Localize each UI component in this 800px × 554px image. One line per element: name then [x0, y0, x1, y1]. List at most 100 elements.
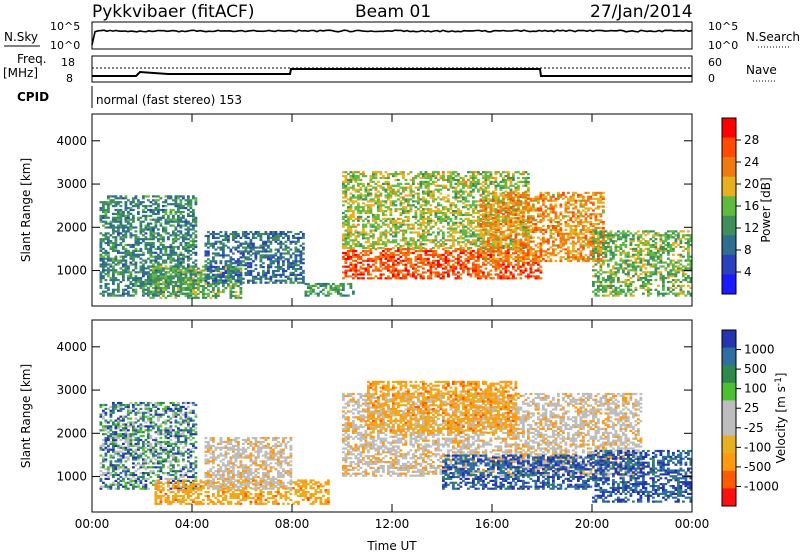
power-cell [472, 176, 475, 180]
power-cell [122, 292, 125, 295]
power-cell [209, 271, 213, 274]
power-cell [362, 259, 365, 262]
power-cell [494, 244, 498, 247]
power-cell [162, 240, 165, 243]
freq-tick-high: 18 [61, 56, 75, 69]
power-cell [487, 221, 490, 224]
power-cell [157, 281, 160, 284]
power-cell [397, 208, 400, 211]
power-cell [404, 229, 408, 232]
power-cell [364, 223, 368, 226]
power-cell [349, 192, 353, 195]
power-cell [144, 195, 148, 198]
power-cell [222, 271, 225, 274]
power-cell [389, 255, 393, 258]
power-cell [102, 216, 105, 219]
power-cell [134, 288, 138, 291]
power-cell [459, 188, 463, 191]
power-cell [427, 184, 430, 187]
power-cell [152, 228, 155, 231]
power-cell [259, 238, 263, 241]
power-cell [462, 271, 465, 274]
power-cell [177, 259, 180, 262]
power-cell [524, 205, 528, 208]
power-cell [142, 201, 145, 204]
power-cell [222, 281, 225, 284]
power-cell [372, 175, 375, 178]
power-cell [222, 288, 225, 292]
power-cell [389, 211, 393, 215]
power-cell [177, 222, 180, 225]
power-cell [384, 217, 388, 220]
power-cell [117, 263, 120, 266]
power-cell [414, 186, 418, 189]
power-cell [534, 251, 538, 255]
power-cell [359, 265, 363, 268]
power-cell [404, 194, 408, 197]
power-cell [264, 244, 268, 247]
power-cell [459, 196, 463, 199]
power-cell [522, 195, 525, 198]
power-cell [227, 264, 230, 267]
power-cell [217, 254, 220, 257]
power-cell [507, 236, 510, 239]
power-cell [394, 225, 398, 228]
power-cell [377, 241, 380, 244]
power-cell [449, 178, 453, 182]
power-cell [229, 258, 233, 261]
power-cell [142, 271, 145, 274]
power-cell [344, 229, 348, 232]
power-cell [189, 240, 193, 243]
power-cell [517, 199, 520, 202]
power-cell [414, 192, 418, 195]
power-cell [407, 225, 410, 228]
power-cell [287, 231, 290, 234]
power-cell [194, 240, 198, 243]
nsearch-tick-high: 10^5 [708, 20, 738, 33]
power-cell [129, 201, 133, 204]
power-cell [494, 250, 498, 253]
power-cell [344, 251, 348, 255]
power-cell [342, 192, 345, 195]
power-cell [232, 236, 235, 239]
power-cell [209, 290, 213, 294]
power-cell [137, 201, 140, 204]
power-cell [204, 252, 208, 255]
power-cell [357, 196, 360, 199]
power-cell [517, 226, 520, 230]
power-cell [99, 214, 103, 217]
power-cell [399, 204, 403, 207]
power-cell [454, 248, 458, 251]
power-cell [192, 251, 195, 254]
power-cell [124, 251, 128, 254]
power-cell [494, 186, 498, 189]
power-cell [367, 241, 370, 244]
power-cell [172, 251, 175, 254]
power-cell [509, 241, 513, 244]
power-cell [102, 292, 105, 295]
power-cell [479, 269, 483, 272]
power-cell [504, 238, 508, 241]
power-cell [132, 214, 135, 217]
power-cell [424, 200, 428, 203]
power-cell [449, 245, 453, 248]
power-cell [104, 234, 108, 237]
power-cell [107, 269, 110, 272]
power-cell [489, 255, 493, 258]
power-cell [177, 265, 180, 268]
power-cell [122, 234, 125, 237]
power-cell [262, 271, 265, 274]
power-cell [532, 228, 535, 231]
power-cell [404, 239, 408, 242]
power-cell [334, 284, 338, 287]
power-cell [369, 188, 373, 191]
power-cell [99, 286, 103, 289]
power-cell [159, 279, 163, 282]
power-cell [132, 294, 135, 297]
power-cell [419, 277, 423, 280]
power-cell [427, 176, 430, 180]
power-cell [509, 190, 513, 193]
power-cell [524, 234, 528, 237]
power-cell [154, 283, 158, 286]
power-cell [299, 271, 303, 274]
